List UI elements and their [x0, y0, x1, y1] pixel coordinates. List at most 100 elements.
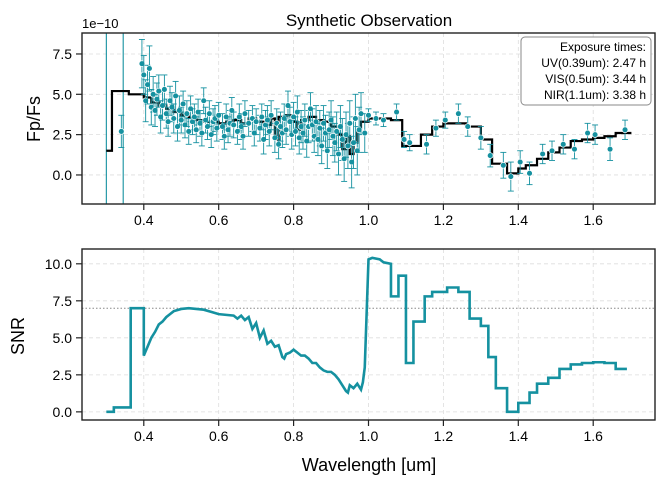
observation-point: [258, 103, 266, 131]
data-marker: [292, 128, 299, 135]
x-tick-label: 0.6: [209, 212, 229, 228]
data-marker: [241, 110, 249, 117]
data-marker: [423, 141, 430, 148]
observation-point: [584, 122, 591, 144]
observation-point: [442, 111, 449, 129]
y-axis-label: SNR: [8, 317, 28, 355]
legend-line-4: NIR(1.1um): 3.38 h: [544, 88, 646, 102]
observation-point: [400, 130, 408, 148]
x-tick-label: 1.4: [509, 428, 529, 444]
observation-point: [432, 119, 440, 137]
observation-point: [406, 134, 413, 152]
observation-point: [335, 132, 342, 176]
observation-point: [548, 140, 556, 161]
legend-line-2: UV(0.39um): 2.47 h: [541, 56, 646, 70]
data-marker: [477, 134, 485, 142]
observation-point: [464, 116, 471, 137]
y-tick-label: 7.5: [53, 293, 73, 309]
data-marker: [365, 112, 372, 119]
x-axis-ticks: 0.4 0.6 0.8 1.0 1.2 1.4 1.6: [134, 204, 603, 228]
data-marker: [140, 71, 148, 79]
y-tick-label: 10.0: [45, 256, 72, 272]
observation-point: [516, 150, 524, 174]
observation-point: [206, 100, 213, 128]
observation-point: [172, 80, 179, 111]
observation-point: [249, 105, 256, 132]
observation-point: [161, 74, 168, 105]
bottom-panel: SNR Wavelength [um] 0.4 0.6 0.8 1.0 1.2 1.4 1.…: [8, 248, 656, 475]
y-axis-label: Fp/Fs: [24, 96, 44, 142]
observation-point: [301, 103, 309, 137]
chart-title: Synthetic Observation: [286, 11, 452, 30]
x-tick-label: 1.4: [509, 212, 529, 228]
observation-point: [241, 100, 249, 128]
legend-box: [520, 36, 652, 106]
data-marker: [584, 129, 591, 137]
observation-point: [621, 119, 629, 140]
data-marker: [170, 115, 178, 122]
data-marker: [432, 124, 440, 132]
observation-point: [500, 151, 507, 179]
observation-point: [507, 161, 515, 192]
data-marker: [275, 141, 282, 148]
data-marker: [258, 113, 266, 121]
x-tick-label: 1.2: [434, 428, 454, 444]
data-marker: [230, 121, 237, 129]
y-tick-label: 0.0: [53, 167, 73, 183]
x-tick-label: 1.6: [583, 428, 603, 444]
data-marker: [442, 116, 449, 124]
y-tick-label: 2.5: [53, 367, 73, 383]
observation-point: [486, 143, 494, 168]
observation-point: [146, 45, 153, 92]
data-marker: [146, 65, 153, 72]
y-axis-ticks: 0.0 2.5 5.0 7.5: [53, 46, 82, 183]
observation-point: [185, 118, 192, 145]
reference-vertical-lines: [105, 33, 124, 204]
observation-point: [606, 137, 614, 161]
data-marker: [591, 131, 599, 138]
x-tick-label: 0.6: [209, 428, 229, 444]
y-tick-label: 2.5: [53, 127, 73, 143]
data-marker: [400, 136, 408, 143]
data-marker: [192, 126, 200, 134]
observation-point: [239, 122, 247, 150]
observation-point: [318, 127, 325, 165]
observation-point: [252, 108, 260, 136]
axes-frame: [81, 248, 656, 421]
axes-frame: [81, 32, 656, 205]
data-marker: [185, 128, 192, 135]
legend-line-1: Exposure times:: [560, 40, 646, 54]
data-marker: [267, 112, 275, 119]
snr-series: [106, 256, 627, 414]
data-marker: [500, 162, 507, 169]
observation-point: [292, 116, 299, 147]
data-marker: [539, 150, 546, 158]
data-marker: [526, 170, 533, 177]
data-marker: [516, 158, 524, 166]
observation-point: [372, 111, 380, 126]
x-tick-label: 1.0: [359, 212, 379, 228]
data-marker: [361, 129, 369, 137]
observation-point: [170, 103, 178, 134]
data-marker: [179, 100, 187, 108]
observation-point: [357, 92, 365, 136]
snr-line: [106, 256, 627, 414]
x-tick-label: 1.0: [359, 428, 379, 444]
y-tick-label: 5.0: [53, 330, 73, 346]
data-marker: [559, 141, 567, 148]
observation-point: [571, 139, 578, 160]
observation-points: [118, 39, 629, 192]
legend-line-3: VIS(0.5um): 3.44 h: [545, 72, 646, 86]
x-tick-label: 0.8: [284, 428, 304, 444]
data-marker: [571, 145, 578, 153]
observation-point: [559, 134, 567, 155]
observation-point: [245, 109, 252, 137]
data-marker: [282, 126, 290, 134]
data-marker: [621, 126, 629, 134]
observation-point: [346, 100, 354, 147]
data-marker: [118, 128, 125, 135]
observation-point: [361, 113, 369, 153]
data-marker: [548, 147, 556, 155]
observation-point: [393, 103, 400, 121]
